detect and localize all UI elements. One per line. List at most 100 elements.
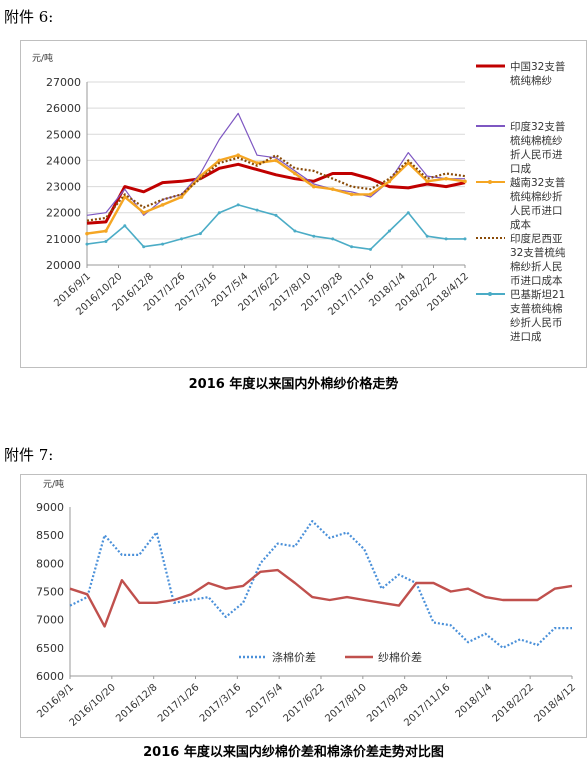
chart1-series-3-point [141, 210, 146, 215]
chart1-series-5-point [425, 234, 429, 238]
chart1-legend-label-line: 巴基斯坦21 [510, 288, 565, 301]
chart1-series-5-point [236, 203, 240, 207]
chart1-series-3-point [312, 184, 316, 189]
chart2-frame [20, 474, 587, 738]
chart1-legend-marker-3 [488, 180, 492, 184]
chart1-series-5-point [293, 229, 297, 233]
chart2-series-line-2 [69, 568, 573, 628]
chart1-legend-label-2: 印度32支普梳纯棉梳纱折人民币进口成 [510, 120, 565, 175]
chart1-series-3-point [406, 161, 411, 165]
chart1-legend-label-line: 越南32支普 [510, 176, 565, 189]
chart2-x-tick-label: 2016/12/8 [114, 682, 159, 724]
chart1-series-3-point [463, 179, 467, 184]
chart2-x-tick-label: 2018/2/22 [491, 682, 536, 724]
chart2-x-tick-label: 2017/8/10 [323, 682, 368, 724]
chart1-series-5-point [180, 237, 183, 241]
chart1-y-tick-label: 23000 [46, 181, 81, 194]
chart1-series-5-point [444, 237, 448, 241]
chart1-series-5-point [312, 234, 316, 238]
chart1-y-tick-label: 24000 [46, 154, 81, 167]
chart2-y-tick-label: 7500 [36, 586, 64, 599]
chart1-legend-label-line: 币进口成本 [510, 274, 563, 287]
chart1-series-3-point [104, 229, 108, 233]
chart1-legend-label-line: 印度尼西亚 [510, 232, 563, 245]
chart1-series-5-point [142, 245, 146, 249]
chart2-x-tick-label: 2017/5/4 [244, 682, 285, 720]
chart1-series-3-point [293, 171, 297, 176]
chart1-legend-label-line: 折人民币进 [510, 148, 563, 161]
chart2-y-tick-label: 9000 [36, 501, 64, 514]
chart2-y-tick-label: 8500 [36, 529, 64, 542]
chart1-legend-label-line: 支普梳纯棉 [510, 302, 563, 315]
chart1-legend-label-5: 巴基斯坦21 支普梳纯棉纱折人民币进口成 [510, 288, 565, 343]
chart1-series-3-point [330, 187, 335, 191]
chart1-y-tick-label: 21000 [46, 233, 81, 246]
chart2-y-tick-label: 6500 [36, 642, 64, 655]
chart1-y-tick-label: 27000 [46, 76, 81, 89]
chart2-y-tick-label: 8000 [36, 557, 64, 570]
chart1-legend-label-line: 棉纱折人民 [510, 260, 563, 273]
chart1-series-3-point [85, 231, 89, 236]
chart1-caption: 2016 年度以来国内外棉纱价格走势 [188, 377, 399, 392]
chart2-legend-label-2: 纱棉价差 [378, 650, 422, 664]
chart1-series-5-point [255, 208, 259, 212]
chart1-series-3-point [425, 179, 430, 184]
chart2-x-tick-label: 2017/11/16 [402, 682, 452, 729]
chart1-series-3-point [236, 153, 240, 157]
chart1-legend-label-line: 印度32支普 [510, 120, 565, 133]
chart1-series-5-point [369, 247, 372, 251]
chart1-legend-label-line: 人民币进口 [510, 205, 563, 217]
chart2-unit-label: 元/吨 [43, 478, 64, 490]
chart1-series-5-point [350, 245, 354, 249]
chart2-x-tick-label: 2017/3/16 [198, 682, 243, 724]
chart1-series-line-1 [86, 162, 466, 225]
chart1-series-5-point [123, 224, 127, 228]
chart1-series-3-point [274, 158, 278, 163]
chart1-series-5-point [406, 211, 410, 215]
chart2-x-tick-label: 2017/1/26 [156, 682, 201, 724]
chart1-series-5-point [104, 239, 108, 243]
chart1-legend-label-line: 口成 [510, 163, 531, 175]
attachment-7-label: 附件 7: [4, 446, 54, 464]
chart2-caption: 2016 年度以来国内纱棉价差和棉涤价差走势对比图 [143, 745, 444, 760]
chart1-legend-label-1: 中国32支普梳纯棉纱 [510, 60, 565, 87]
chart2-x-tick-label: 2016/10/20 [68, 682, 118, 729]
chart1-legend-label-line: 中国32支普 [510, 60, 565, 73]
chart1-svg: 元/吨 20000 21000 22000 23000 24000 25000 26000 27… [32, 52, 566, 343]
chart1-series-line-4 [86, 154, 466, 222]
chart2-y-tick-label: 7000 [36, 614, 64, 627]
chart1-series-5-point [463, 237, 467, 241]
chart1-series-3-point [198, 174, 203, 178]
chart1-y-tick-label: 20000 [46, 259, 81, 272]
chart1-unit-label: 元/吨 [32, 52, 53, 64]
chart2-x-tick-label: 2018/4/12 [533, 682, 578, 724]
chart1-series-3-point [368, 192, 373, 197]
chart1-legend-label-line: 梳纯棉纱折 [510, 190, 563, 203]
chart1-legend-marker-5 [488, 292, 492, 296]
chart1-series-5-point [387, 229, 391, 233]
chart2-legend-label-1: 涤棉价差 [272, 650, 316, 664]
chart1-y-tick-label: 25000 [46, 128, 81, 141]
chart1-legend-label-line: 成本 [510, 218, 531, 231]
attachment-6-label: 附件 6: [4, 8, 54, 26]
chart2-y-tick-label: 6000 [36, 670, 64, 683]
chart1-series-3-point [444, 176, 448, 181]
chart1-series-5-point [198, 232, 202, 236]
chart1-series-3-point [123, 195, 127, 199]
chart1-legend-label-line: 32支普梳纯 [510, 246, 566, 259]
chart1-series-3-point [349, 192, 354, 197]
chart2-x-tick-label: 2018/1/4 [454, 682, 495, 720]
chart1-series-5-point [217, 211, 221, 215]
chart1-y-tick-label: 26000 [46, 102, 81, 115]
chart2-x-tick-label: 2016/9/1 [35, 682, 76, 720]
chart2-x-tick-label: 2017/6/22 [282, 682, 327, 724]
chart1-legend-label-line: 纱折人民币 [510, 316, 563, 329]
chart1-series-5-point [161, 242, 165, 246]
chart1-series-3-point [160, 203, 165, 207]
chart1-series-3-point [217, 158, 222, 163]
chart1-series-3-point [179, 195, 184, 199]
chart1-legend-label-line: 进口成 [510, 331, 542, 343]
chart1-legend-label-line: 梳纯棉纱 [510, 74, 552, 87]
chart1-legend-label-3: 越南32支普梳纯棉纱折人民币进口成本 [510, 176, 565, 231]
